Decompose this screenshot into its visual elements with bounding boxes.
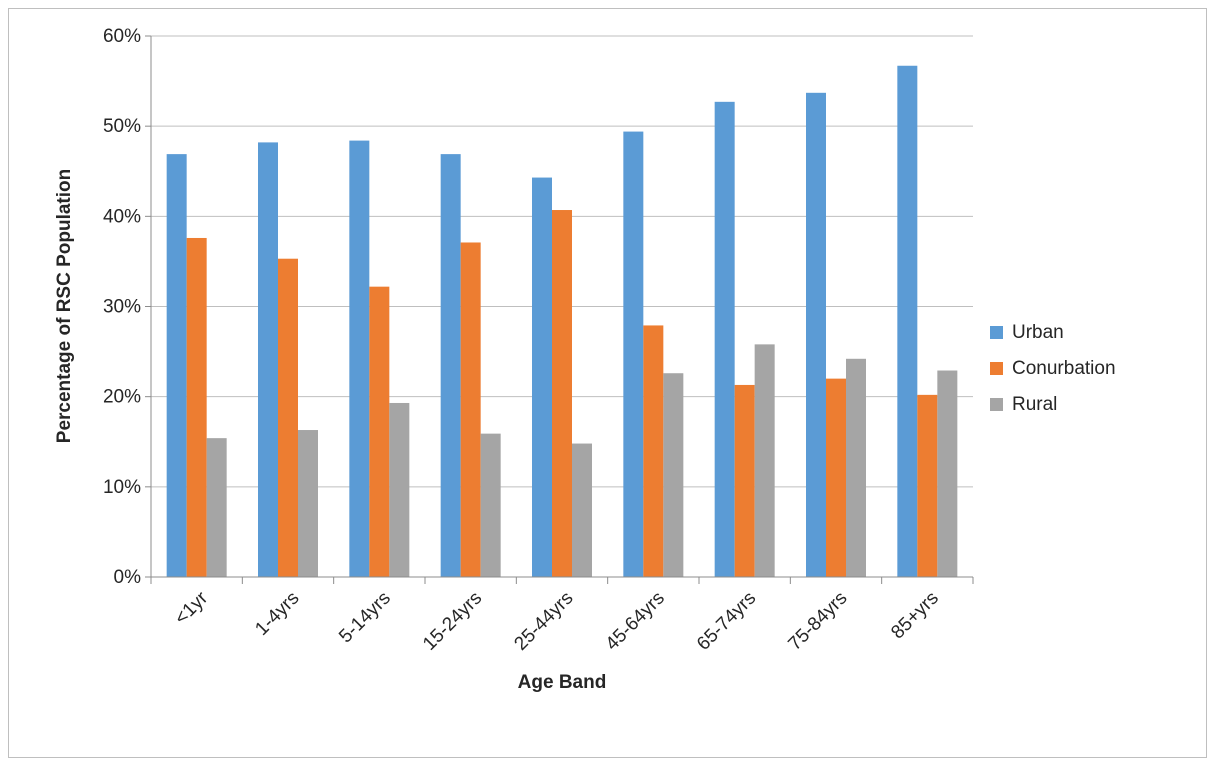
y-tick-label: 50% [103, 116, 141, 137]
bar-conurbation-1 [278, 258, 298, 577]
bar-rural-2 [389, 402, 410, 577]
legend-swatch-urban [990, 326, 1003, 339]
bar-conurbation-3 [460, 242, 481, 577]
bar-urban-3 [440, 154, 461, 577]
bar-rural-7 [846, 358, 866, 577]
bar-conurbation-5 [643, 325, 664, 577]
bar-rural-3 [480, 433, 501, 577]
legend-label-conurbation: Conurbation [1012, 358, 1116, 379]
legend-label-urban: Urban [1012, 322, 1064, 343]
y-tick-label: 20% [103, 387, 141, 408]
y-axis-title: Percentage of RSC Population [54, 169, 75, 443]
legend-swatch-conurbation [990, 362, 1003, 375]
x-axis-title: Age Band [518, 672, 607, 693]
y-tick-label: 10% [103, 477, 141, 498]
bar-urban-6 [714, 101, 735, 578]
y-tick-label: 40% [103, 206, 141, 227]
chart-svg: 0%10%20%30%40%50%60%<1yr 1-4yrs 5-14yrs 15-… [8, 8, 1207, 758]
bar-rural-1 [298, 430, 318, 577]
bar-conurbation-4 [552, 210, 572, 577]
bar-urban-8 [897, 65, 918, 577]
bar-rural-5 [663, 373, 684, 577]
legend-label-rural: Rural [1012, 394, 1057, 415]
bar-urban-1 [258, 142, 278, 577]
legend: Urban Conurbation Rural [990, 322, 1116, 415]
bar-urban-0 [166, 154, 187, 577]
bar-urban-2 [349, 140, 370, 578]
bar-urban-5 [623, 131, 644, 577]
bar-conurbation-2 [369, 286, 390, 577]
chart-border [8, 8, 1207, 758]
y-tick-label: 30% [103, 297, 141, 318]
bar-rural-6 [754, 344, 775, 577]
bar-rural-8 [937, 370, 958, 577]
bar-conurbation-7 [826, 378, 846, 577]
legend-swatch-rural [990, 398, 1003, 411]
chart-frame: 0% 10% 20% 30% 40% 50% 60% <1yr 1-4yrs 5-14yrs 15-… [8, 8, 1207, 758]
bars [166, 65, 958, 578]
bar-conurbation-8 [917, 394, 938, 577]
y-tick-label: 60% [103, 26, 141, 47]
bar-urban-7 [806, 92, 826, 578]
bar-conurbation-0 [186, 237, 207, 577]
bar-rural-4 [572, 443, 592, 577]
bar-rural-0 [206, 438, 227, 577]
y-tick-label: 0% [114, 567, 142, 588]
bar-urban-4 [532, 177, 552, 578]
bar-conurbation-6 [734, 384, 755, 577]
